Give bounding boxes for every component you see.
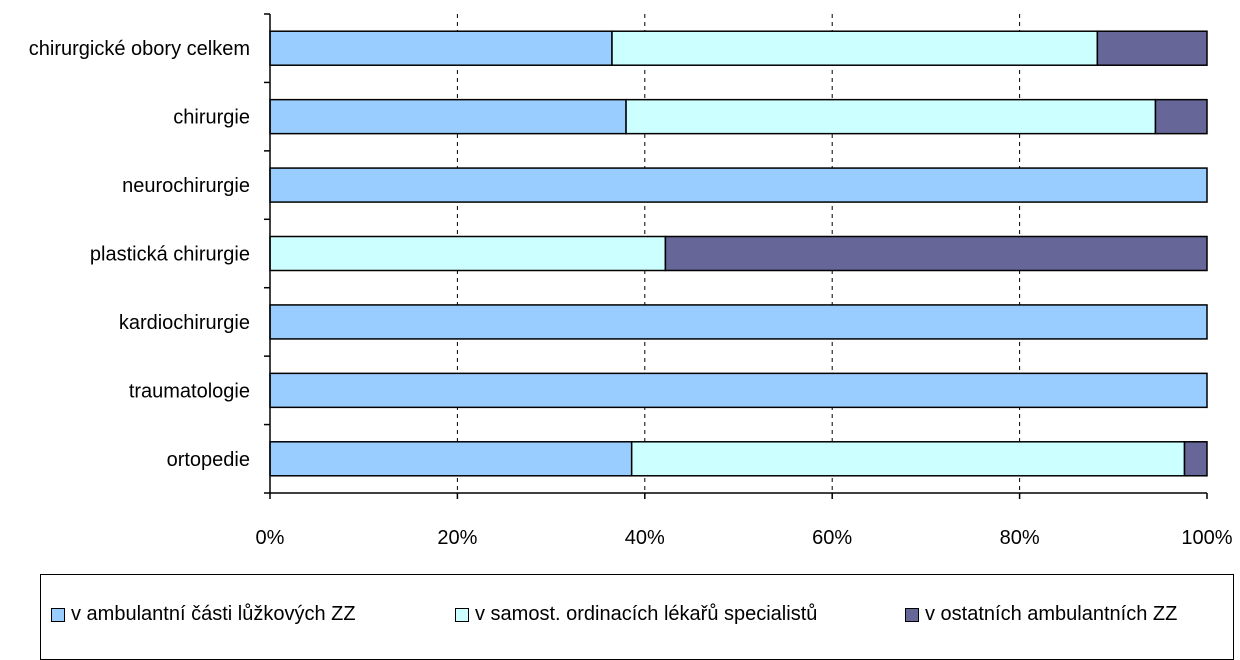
- x-tick-label: 100%: [1181, 527, 1232, 549]
- legend-label-ambulantni: v ambulantní části lůžkových ZZ: [71, 603, 356, 625]
- bar-segment: [664, 235, 1208, 272]
- legend-swatch-ambulantni: [51, 607, 65, 622]
- x-tick-label: 0%: [256, 527, 285, 549]
- x-tick-label: 60%: [812, 527, 852, 549]
- legend-item-ambulantni: v ambulantní části lůžkových ZZ: [51, 603, 356, 626]
- category-label: chirurgické obory celkem: [29, 38, 250, 60]
- bar-segment: [611, 30, 1099, 66]
- legend-label-ostatni: v ostatních ambulantních ZZ: [925, 603, 1178, 625]
- x-tick-label: 20%: [437, 527, 477, 549]
- category-label: neurochirurgie: [122, 175, 250, 197]
- bar-segment: [269, 304, 1208, 340]
- bar-segment: [269, 98, 627, 135]
- bar-segment: [1183, 441, 1208, 477]
- bar-segment: [630, 441, 1186, 477]
- bar-segment: [1154, 98, 1208, 135]
- legend-item-ostatni: v ostatních ambulantních ZZ: [905, 603, 1177, 626]
- legend: v ambulantní části lůžkových ZZ v samost…: [40, 574, 1234, 660]
- category-label: chirurgie: [173, 107, 250, 129]
- x-tick-label: 40%: [625, 527, 665, 549]
- bar-segment: [625, 98, 1157, 135]
- category-label: kardiochirurgie: [119, 312, 250, 334]
- bar-segment: [269, 372, 1208, 409]
- legend-swatch-ostatni: [905, 607, 919, 622]
- legend-label-samost: v samost. ordinacích lékařů specialistů: [475, 603, 818, 625]
- category-label: ortopedie: [167, 449, 250, 471]
- legend-swatch-samost: [455, 607, 469, 622]
- bar-segment: [269, 235, 667, 272]
- bar-segment: [269, 30, 613, 66]
- category-label: plastická chirurgie: [90, 244, 250, 266]
- axes: [264, 13, 1208, 499]
- bar-segment: [269, 441, 633, 477]
- x-tick-label: 80%: [1000, 527, 1040, 549]
- category-label: traumatologie: [129, 380, 250, 402]
- axis-labels: chirurgické obory celkem chirurgie neuroch…: [29, 38, 1233, 549]
- legend-item-samost: v samost. ordinacích lékařů specialistů: [455, 603, 817, 626]
- bar-segment: [269, 167, 1208, 203]
- bars: [269, 30, 1208, 477]
- bar-segment: [1096, 30, 1208, 66]
